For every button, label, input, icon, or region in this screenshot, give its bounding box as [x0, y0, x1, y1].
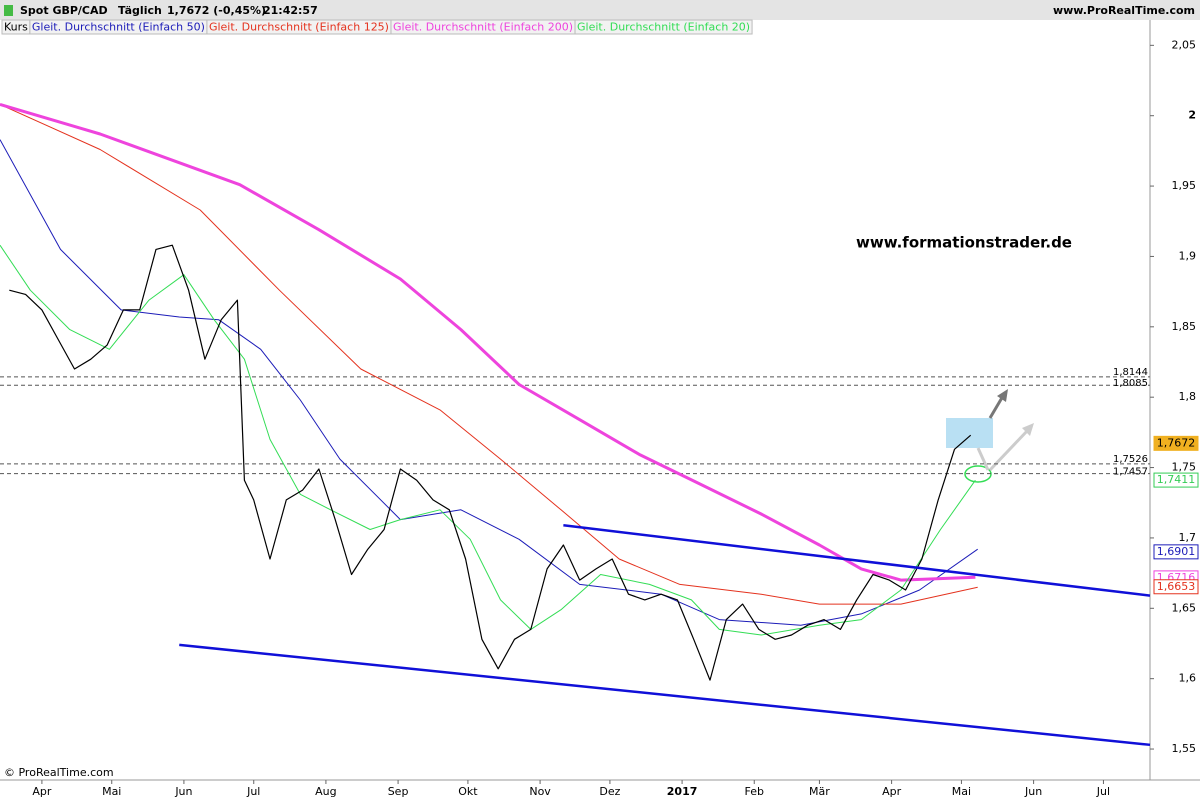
- header-site: www.ProRealTime.com: [1053, 4, 1195, 17]
- x-tick-label: Jun: [1024, 785, 1042, 798]
- legend-item: Kurs: [1, 19, 31, 35]
- price-label-box: [1153, 579, 1199, 595]
- x-tick-label: Mai: [952, 785, 971, 798]
- price-label-box: [1153, 544, 1199, 560]
- y-tick-label: 1,95: [1172, 179, 1197, 192]
- level-label: 1,8085: [1113, 378, 1148, 389]
- series-line: [0, 103, 978, 605]
- y-tick-label: 1,85: [1172, 320, 1197, 333]
- copyright: © ProRealTime.com: [4, 766, 114, 779]
- price-label: 1,7672: [1157, 436, 1196, 449]
- header-title: Spot GBP/CAD: [20, 4, 108, 17]
- legend-label: Kurs: [4, 21, 28, 34]
- level-label: 1,7526: [1113, 454, 1148, 465]
- arrow: [976, 447, 990, 471]
- price-label: 1,6653: [1157, 580, 1196, 593]
- header-time: 21:42:57: [263, 4, 318, 17]
- y-tick-label: 1,65: [1172, 601, 1197, 614]
- y-tick-label: 2: [1188, 109, 1196, 122]
- y-tick-label: 1,7: [1179, 531, 1197, 544]
- annotation: www.formationstrader.de: [856, 234, 1072, 252]
- legend-label: Gleit. Durchschnitt (Einfach 200): [393, 21, 573, 34]
- price-label-box: [1153, 472, 1199, 488]
- x-tick-label: Aug: [315, 785, 336, 798]
- x-tick-label: Jun: [174, 785, 192, 798]
- arrow-head: [997, 389, 1008, 402]
- header-icon: [4, 5, 13, 16]
- x-tick-label: Jul: [246, 785, 260, 798]
- legend-label: Gleit. Durchschnitt (Einfach 125): [209, 21, 389, 34]
- x-tick-label: Apr: [32, 785, 52, 798]
- legend-item: Gleit. Durchschnitt (Einfach 125): [206, 19, 392, 35]
- level-label: 1,8144: [1113, 367, 1148, 378]
- x-tick-label: Okt: [458, 785, 478, 798]
- x-tick-label: Feb: [745, 785, 764, 798]
- x-tick-label: 2017: [667, 785, 698, 798]
- header-bar: [0, 0, 1200, 20]
- y-tick-label: 1,8: [1179, 390, 1197, 403]
- highlight-box: [946, 418, 993, 448]
- x-tick-label: Mai: [102, 785, 121, 798]
- price-label: 1,6901: [1157, 545, 1196, 558]
- legend-item: Gleit. Durchschnitt (Einfach 50): [29, 19, 208, 35]
- y-tick-label: 1,75: [1172, 461, 1197, 474]
- x-tick-label: Sep: [388, 785, 409, 798]
- arrow: [988, 428, 1030, 472]
- x-tick-label: Apr: [882, 785, 902, 798]
- x-tick-label: Mär: [809, 785, 830, 798]
- arrows: [976, 389, 1034, 472]
- trend-line: [179, 643, 1151, 747]
- y-tick-label: 1,55: [1172, 742, 1197, 755]
- y-tick-label: 1,9: [1179, 249, 1197, 262]
- legend-label: Gleit. Durchschnitt (Einfach 20): [577, 21, 750, 34]
- price-label: 1,7411: [1157, 473, 1196, 486]
- legend-label: Gleit. Durchschnitt (Einfach 50): [32, 21, 205, 34]
- price-label-box: [1153, 435, 1199, 451]
- legend-item: Gleit. Durchschnitt (Einfach 20): [574, 19, 753, 35]
- legend-item: Gleit. Durchschnitt (Einfach 200): [390, 19, 576, 35]
- header-period: Täglich: [118, 4, 162, 17]
- x-tick-label: Dez: [599, 785, 620, 798]
- series-line: [0, 244, 976, 636]
- x-tick-label: Jul: [1096, 785, 1110, 798]
- level-label: 1,7457: [1113, 467, 1148, 478]
- trend-line: [563, 524, 1151, 597]
- series-line: [9, 244, 972, 681]
- y-tick-label: 2,05: [1172, 38, 1197, 51]
- series-line: [0, 102, 976, 582]
- series-line: [0, 139, 978, 626]
- arrow-head: [1022, 423, 1034, 436]
- arrow: [988, 395, 1005, 419]
- y-tick-label: 1,6: [1179, 672, 1197, 685]
- x-tick-label: Nov: [529, 785, 551, 798]
- legend-box: [574, 19, 753, 35]
- header-quote: 1,7672 (-0,45%): [167, 4, 266, 17]
